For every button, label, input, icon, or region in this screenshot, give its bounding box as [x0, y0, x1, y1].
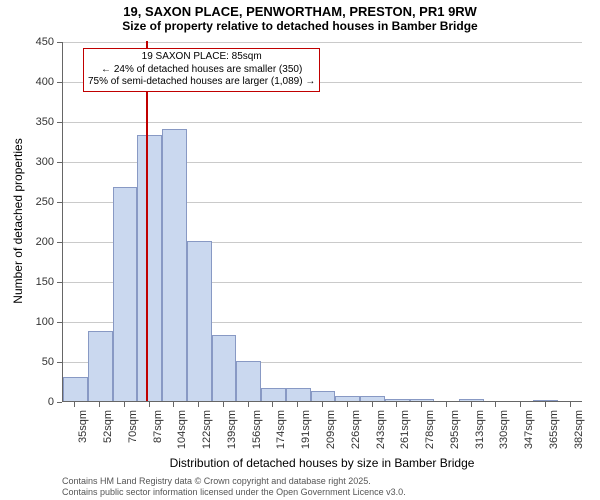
xtick-mark	[74, 402, 75, 407]
ytick-mark	[57, 42, 62, 43]
gridline	[63, 122, 582, 123]
histogram-bar	[286, 388, 311, 401]
xtick-label: 382sqm	[573, 410, 585, 460]
ytick-label: 50	[0, 356, 54, 368]
chart-title-main: 19, SAXON PLACE, PENWORTHAM, PRESTON, PR…	[0, 4, 600, 19]
xtick-label: 139sqm	[226, 410, 238, 460]
ytick-label: 450	[0, 36, 54, 48]
xtick-mark	[99, 402, 100, 407]
xtick-mark	[545, 402, 546, 407]
xtick-label: 35sqm	[77, 410, 89, 460]
xtick-label: 261sqm	[399, 410, 411, 460]
ytick-label: 300	[0, 156, 54, 168]
ytick-mark	[57, 242, 62, 243]
xtick-label: 313sqm	[474, 410, 486, 460]
xtick-label: 70sqm	[127, 410, 139, 460]
xtick-label: 365sqm	[548, 410, 560, 460]
histogram-bar	[187, 241, 212, 401]
histogram-bar	[410, 399, 435, 401]
histogram-bar	[212, 335, 237, 401]
footer-line-1: Contains HM Land Registry data © Crown c…	[62, 476, 406, 487]
xtick-mark	[421, 402, 422, 407]
xtick-label: 278sqm	[424, 410, 436, 460]
y-axis-label: Number of detached properties	[11, 121, 25, 321]
xtick-mark	[272, 402, 273, 407]
ytick-label: 200	[0, 236, 54, 248]
xtick-label: 52sqm	[102, 410, 114, 460]
histogram-bar	[137, 135, 162, 401]
plot-area: 19 SAXON PLACE: 85sqm← 24% of detached h…	[62, 42, 582, 402]
footer-line-2: Contains public sector information licen…	[62, 487, 406, 498]
histogram-bar	[311, 391, 336, 401]
ytick-label: 100	[0, 316, 54, 328]
histogram-bar	[335, 396, 360, 401]
ytick-mark	[57, 122, 62, 123]
xtick-label: 174sqm	[275, 410, 287, 460]
xtick-mark	[322, 402, 323, 407]
ytick-mark	[57, 282, 62, 283]
ytick-label: 400	[0, 76, 54, 88]
ytick-label: 250	[0, 196, 54, 208]
xtick-mark	[149, 402, 150, 407]
ytick-label: 150	[0, 276, 54, 288]
xtick-mark	[570, 402, 571, 407]
histogram-bar	[88, 331, 113, 401]
xtick-label: 295sqm	[449, 410, 461, 460]
annotation-line: ← 24% of detached houses are smaller (35…	[88, 64, 315, 77]
xtick-mark	[396, 402, 397, 407]
reference-line	[146, 41, 148, 401]
xtick-mark	[347, 402, 348, 407]
xtick-mark	[372, 402, 373, 407]
xtick-label: 122sqm	[201, 410, 213, 460]
chart-title-sub: Size of property relative to detached ho…	[0, 19, 600, 33]
xtick-mark	[173, 402, 174, 407]
histogram-bar	[113, 187, 138, 401]
ytick-mark	[57, 82, 62, 83]
xtick-label: 156sqm	[251, 410, 263, 460]
histogram-bar	[236, 361, 261, 401]
histogram-bar	[360, 396, 385, 401]
histogram-bar	[385, 399, 410, 401]
ytick-label: 0	[0, 396, 54, 408]
ytick-mark	[57, 202, 62, 203]
xtick-label: 243sqm	[375, 410, 387, 460]
xtick-mark	[248, 402, 249, 407]
ytick-mark	[57, 362, 62, 363]
ytick-label: 350	[0, 116, 54, 128]
xtick-mark	[223, 402, 224, 407]
ytick-mark	[57, 402, 62, 403]
histogram-bar	[162, 129, 187, 401]
histogram-bar	[459, 399, 484, 401]
xtick-mark	[124, 402, 125, 407]
histogram-bar	[63, 377, 88, 401]
annotation-box: 19 SAXON PLACE: 85sqm← 24% of detached h…	[83, 48, 320, 92]
xtick-mark	[495, 402, 496, 407]
xtick-mark	[297, 402, 298, 407]
annotation-line: 75% of semi-detached houses are larger (…	[88, 76, 315, 89]
xtick-mark	[198, 402, 199, 407]
xtick-label: 87sqm	[152, 410, 164, 460]
xtick-label: 347sqm	[523, 410, 535, 460]
ytick-mark	[57, 162, 62, 163]
footer-attribution: Contains HM Land Registry data © Crown c…	[62, 476, 406, 498]
xtick-label: 209sqm	[325, 410, 337, 460]
ytick-mark	[57, 322, 62, 323]
xtick-mark	[520, 402, 521, 407]
histogram-bar	[533, 400, 558, 401]
xtick-label: 330sqm	[498, 410, 510, 460]
histogram-bar	[261, 388, 286, 401]
xtick-mark	[446, 402, 447, 407]
annotation-line: 19 SAXON PLACE: 85sqm	[88, 51, 315, 64]
gridline	[63, 42, 582, 43]
xtick-label: 104sqm	[176, 410, 188, 460]
xtick-label: 191sqm	[300, 410, 312, 460]
chart-title-block: 19, SAXON PLACE, PENWORTHAM, PRESTON, PR…	[0, 4, 600, 33]
xtick-mark	[471, 402, 472, 407]
xtick-label: 226sqm	[350, 410, 362, 460]
